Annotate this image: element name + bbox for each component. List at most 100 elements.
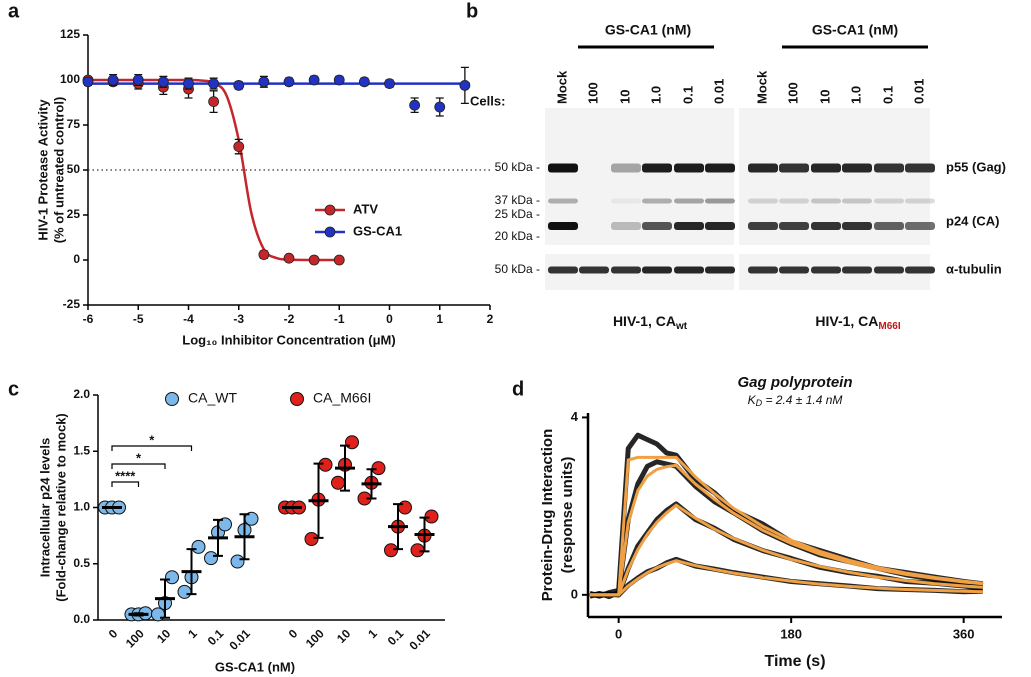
x-tick-label: 0: [615, 626, 622, 641]
data-point: [204, 551, 218, 566]
y-tick-label: 25: [67, 207, 81, 221]
blot-band: [748, 163, 778, 173]
panel-label: c: [8, 378, 19, 400]
data-point: [409, 99, 421, 111]
x-axis-title: GS-CA1 (nM): [215, 659, 295, 674]
blot-band: [779, 266, 809, 274]
blot-band: [905, 222, 935, 230]
panel-label: b: [466, 0, 478, 22]
band-label: p55 (Gag): [946, 159, 1006, 174]
blot-band: [705, 163, 735, 173]
lane-label: 10: [617, 90, 632, 104]
data-point: [398, 500, 412, 515]
x-tick-label: -2: [284, 312, 295, 326]
blot-caption-sub: wt: [675, 321, 688, 332]
x-tick-label: -4: [183, 312, 194, 326]
blot-band: [811, 163, 841, 173]
lane-label: 100: [585, 82, 600, 104]
blot-band: [674, 163, 704, 173]
y-axis-title: (response units): [559, 457, 576, 574]
x-tick-label: 0: [386, 312, 393, 326]
chart-title: Gag polyprotein: [737, 374, 852, 391]
blot-band: [642, 266, 672, 274]
y-tick-label: 1.5: [73, 443, 90, 457]
data-point: [304, 532, 319, 546]
blot-membrane: [545, 108, 734, 245]
data-point: [233, 80, 245, 91]
y-tick-label: 125: [60, 27, 80, 41]
lane-label: 0.01: [711, 79, 726, 104]
data-point: [208, 96, 220, 107]
treatment-header: GS-CA1 (nM): [605, 22, 691, 38]
y-axis-title: (% of untreated control): [51, 97, 66, 244]
band-label: p24 (CA): [946, 213, 999, 228]
blot-band: [548, 222, 578, 230]
x-tick-label: -5: [133, 312, 144, 326]
blot-band: [705, 198, 735, 204]
y-tick-label: 2.0: [73, 387, 90, 401]
blot-band: [874, 198, 904, 204]
data-point: [345, 435, 359, 450]
data-point: [230, 554, 245, 569]
data-point: [384, 543, 398, 558]
size-marker: 37 kDa -: [495, 193, 540, 207]
data-point: [318, 457, 333, 472]
x-axis-title: Time (s): [764, 653, 825, 670]
data-point: [177, 584, 192, 599]
data-point: [371, 461, 386, 476]
blot-band: [642, 222, 672, 230]
legend-marker: [290, 392, 304, 406]
y-axis-title: Protein-Drug Interaction: [539, 429, 556, 602]
blot-caption-main: HIV-1, CA: [815, 313, 878, 329]
data-point: [283, 76, 295, 88]
significance-bracket: [111, 445, 193, 451]
data-point: [82, 76, 94, 88]
data-point: [233, 141, 245, 153]
blot-band: [842, 198, 872, 204]
blot-band: [811, 198, 841, 204]
data-point: [384, 78, 395, 89]
lane-label: Mock: [554, 70, 569, 104]
y-tick-label: 75: [67, 117, 81, 131]
data-point: [410, 543, 425, 558]
y-axis-title: (Fold-change relative to mock): [53, 413, 68, 602]
blot-band: [779, 222, 809, 230]
lane-label: 1.0: [848, 86, 863, 104]
blot-band: [548, 266, 578, 274]
blot-caption-sub: M66I: [878, 321, 900, 332]
blot-band: [748, 222, 778, 230]
blot-band: [779, 163, 809, 173]
subtitle-subscript: D: [756, 398, 763, 408]
blot-band: [811, 266, 841, 274]
data-point: [132, 74, 144, 86]
size-marker: 25 kDa -: [495, 207, 540, 221]
blot-band: [748, 266, 778, 274]
subtitle-text: = 2.4 ± 1.4 nM: [762, 393, 842, 407]
data-point: [459, 80, 471, 91]
x-tick-label: 1: [436, 312, 443, 326]
data-point: [358, 76, 370, 88]
blot-band: [842, 222, 872, 230]
blot-band: [642, 163, 672, 173]
lane-label: 0.1: [880, 86, 895, 104]
y-tick-label: -25: [63, 297, 81, 311]
y-tick-label: 100: [60, 72, 80, 86]
data-point: [258, 249, 270, 261]
blot-band: [905, 266, 935, 274]
panel-label: d: [512, 378, 524, 400]
y-tick-label: 4: [571, 409, 579, 424]
y-tick-label: 0.5: [73, 556, 90, 570]
data-point: [258, 76, 270, 88]
y-tick-label: 0: [571, 586, 578, 601]
lane-label: 1.0: [648, 86, 663, 104]
data-point: [183, 78, 194, 89]
chart-subtitle: KD = 2.4 ± 1.4 nM: [748, 393, 843, 408]
legend-label: GS-CA1: [353, 223, 402, 238]
significance-label: *: [149, 432, 155, 447]
lane-label: 0.1: [680, 86, 695, 104]
data-point: [283, 252, 295, 264]
blot-band: [905, 198, 935, 204]
data-point: [333, 254, 345, 266]
data-point: [308, 254, 320, 266]
